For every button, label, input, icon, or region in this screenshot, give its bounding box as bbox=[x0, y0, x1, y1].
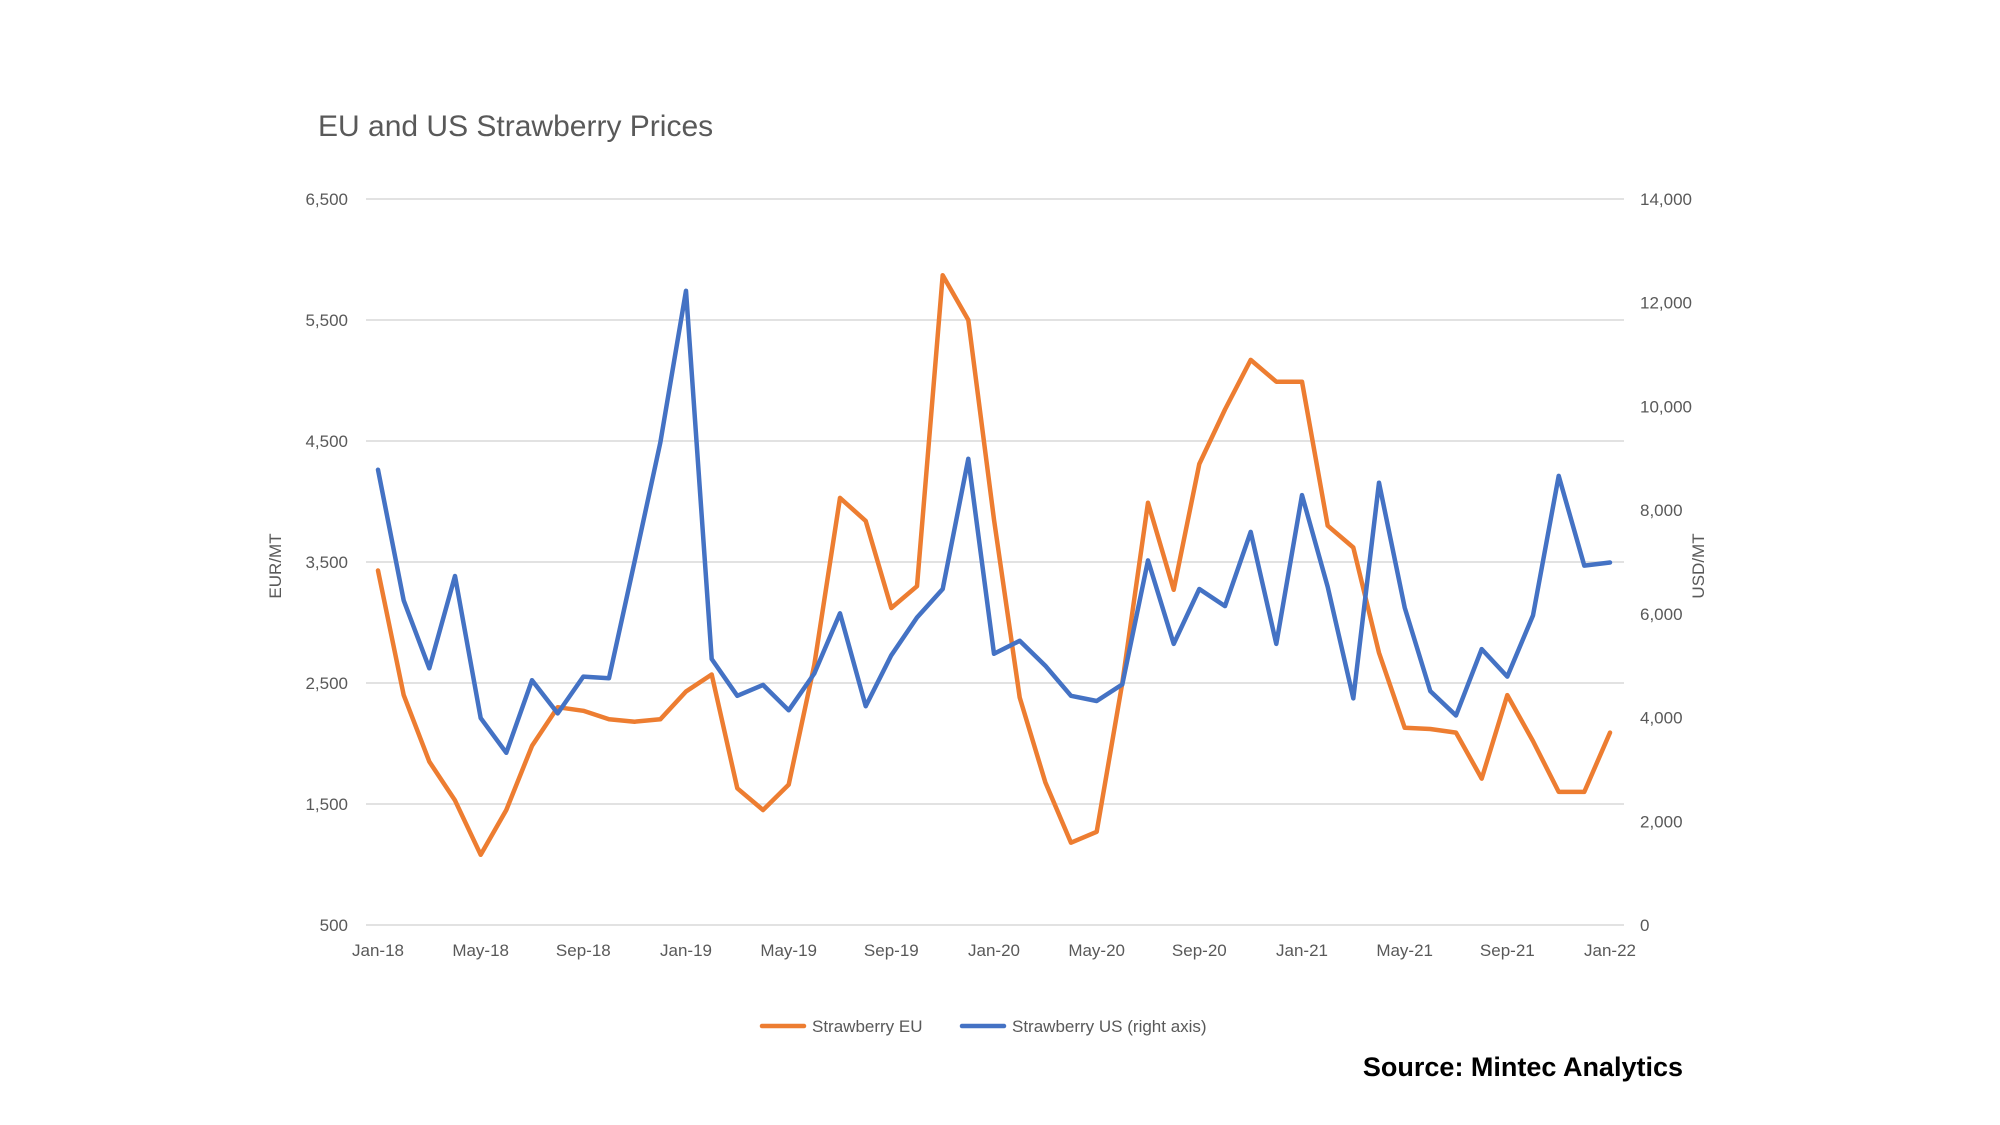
series-line-strawberry-us bbox=[375, 288, 1613, 756]
x-tick-label: Sep-18 bbox=[556, 941, 611, 960]
right-tick-label: 2,000 bbox=[1640, 812, 1683, 831]
left-tick-label: 2,500 bbox=[305, 674, 348, 693]
grid-lines bbox=[366, 198, 1624, 926]
left-axis-label: EUR/MT bbox=[266, 533, 285, 598]
right-axis-label: USD/MT bbox=[1689, 533, 1708, 598]
series-group bbox=[375, 272, 1613, 858]
right-tick-label: 6,000 bbox=[1640, 605, 1683, 624]
chart-title: EU and US Strawberry Prices bbox=[318, 110, 713, 143]
legend-item-strawberry-eu: Strawberry EU bbox=[759, 1017, 923, 1036]
source-text: Source: Mintec Analytics bbox=[1363, 1052, 1683, 1082]
x-tick-label: Jan-20 bbox=[968, 941, 1020, 960]
x-tick-label: Sep-19 bbox=[864, 941, 919, 960]
right-tick-label: 8,000 bbox=[1640, 501, 1683, 520]
left-axis-ticks: 500 1,500 2,500 3,500 4,500 5,500 6,500 bbox=[305, 190, 348, 935]
left-tick-label: 5,500 bbox=[305, 311, 348, 330]
x-tick-label: Jan-22 bbox=[1584, 941, 1636, 960]
right-tick-label: 10,000 bbox=[1640, 397, 1692, 416]
legend-label: Strawberry US (right axis) bbox=[1012, 1017, 1207, 1036]
right-tick-label: 4,000 bbox=[1640, 709, 1683, 728]
x-tick-label: Jan-21 bbox=[1276, 941, 1328, 960]
left-tick-label: 4,500 bbox=[305, 432, 348, 451]
x-tick-label: May-19 bbox=[760, 941, 817, 960]
right-tick-label: 12,000 bbox=[1640, 294, 1692, 313]
x-tick-label: May-21 bbox=[1376, 941, 1433, 960]
legend-item-strawberry-us: Strawberry US (right axis) bbox=[959, 1017, 1207, 1036]
left-tick-label: 500 bbox=[320, 916, 348, 935]
left-tick-label: 3,500 bbox=[305, 553, 348, 572]
left-tick-label: 1,500 bbox=[305, 795, 348, 814]
left-tick-label: 6,500 bbox=[305, 190, 348, 209]
x-axis-ticks: Jan-18 May-18 Sep-18 Jan-19 May-19 Sep-19 Jan-… bbox=[352, 941, 1636, 960]
x-tick-label: Jan-19 bbox=[660, 941, 712, 960]
x-tick-label: Sep-20 bbox=[1172, 941, 1227, 960]
series-line-strawberry-eu bbox=[375, 272, 1613, 858]
x-tick-label: Sep-21 bbox=[1480, 941, 1535, 960]
right-tick-label: 14,000 bbox=[1640, 190, 1692, 209]
right-axis-ticks: 0 2,000 4,000 6,000 8,000 10,000 12,000 14,000 bbox=[1640, 190, 1692, 935]
legend: Strawberry EU Strawberry US (right axis) bbox=[759, 1017, 1207, 1036]
legend-label: Strawberry EU bbox=[812, 1017, 923, 1036]
x-tick-label: May-20 bbox=[1068, 941, 1125, 960]
x-tick-label: Jan-18 bbox=[352, 941, 404, 960]
right-tick-label: 0 bbox=[1640, 916, 1649, 935]
x-tick-label: May-18 bbox=[452, 941, 509, 960]
